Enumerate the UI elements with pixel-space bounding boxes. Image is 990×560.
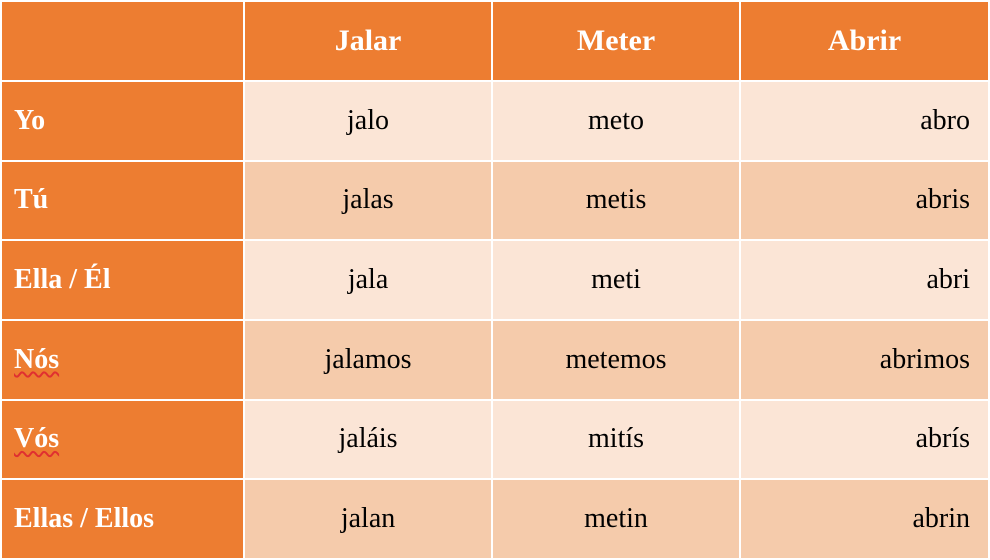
conjugation-table: Jalar Meter Abrir Yo jalo meto abro Tú j… <box>0 0 990 560</box>
conj-cell: abris <box>740 161 989 241</box>
table-row: Ella / Él jala meti abri <box>1 240 989 320</box>
conj-cell: meto <box>492 81 740 161</box>
conj-cell: abrin <box>740 479 989 559</box>
pronoun-cell: Ellas / Ellos <box>1 479 244 559</box>
pronoun-cell: Vós <box>1 400 244 480</box>
header-verb-3: Abrir <box>740 1 989 81</box>
table-row: Tú jalas metis abris <box>1 161 989 241</box>
header-row: Jalar Meter Abrir <box>1 1 989 81</box>
conj-cell: metin <box>492 479 740 559</box>
conj-cell: metis <box>492 161 740 241</box>
conj-cell: abrimos <box>740 320 989 400</box>
conj-cell: jaláis <box>244 400 492 480</box>
conj-cell: metemos <box>492 320 740 400</box>
pronoun-label: Yo <box>14 105 45 136</box>
conj-cell: abro <box>740 81 989 161</box>
conj-cell: jalan <box>244 479 492 559</box>
pronoun-cell: Nós <box>1 320 244 400</box>
pronoun-label: Nós <box>14 344 59 375</box>
table-row: Yo jalo meto abro <box>1 81 989 161</box>
table-row: Ellas / Ellos jalan metin abrin <box>1 479 989 559</box>
pronoun-label: Tú <box>14 184 48 215</box>
header-verb-2: Meter <box>492 1 740 81</box>
conj-cell: jalamos <box>244 320 492 400</box>
conjugation-table-container: Jalar Meter Abrir Yo jalo meto abro Tú j… <box>0 0 990 560</box>
pronoun-label: Ella / Él <box>14 264 110 295</box>
conj-cell: meti <box>492 240 740 320</box>
conj-cell: jalo <box>244 81 492 161</box>
table-row: Nós jalamos metemos abrimos <box>1 320 989 400</box>
pronoun-cell: Tú <box>1 161 244 241</box>
table-row: Vós jaláis mitís abrís <box>1 400 989 480</box>
pronoun-label: Vós <box>14 423 59 454</box>
conj-cell: jalas <box>244 161 492 241</box>
pronoun-cell: Ella / Él <box>1 240 244 320</box>
pronoun-label: Ellas / Ellos <box>14 503 154 534</box>
header-corner <box>1 1 244 81</box>
conj-cell: jala <box>244 240 492 320</box>
header-verb-1: Jalar <box>244 1 492 81</box>
conj-cell: abrís <box>740 400 989 480</box>
conj-cell: mitís <box>492 400 740 480</box>
conj-cell: abri <box>740 240 989 320</box>
pronoun-cell: Yo <box>1 81 244 161</box>
